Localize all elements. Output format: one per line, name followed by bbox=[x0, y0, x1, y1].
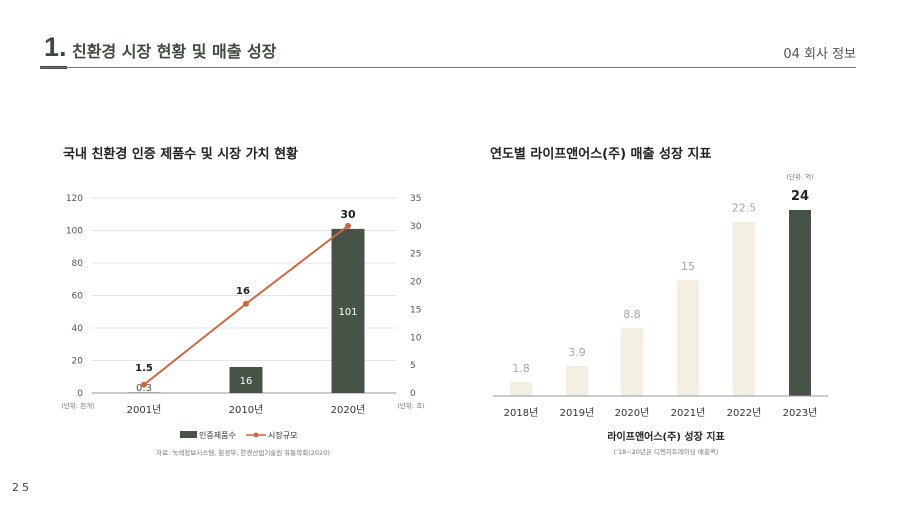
chart2-bar-label: 24 bbox=[791, 189, 809, 204]
chart2-bar bbox=[789, 210, 811, 396]
chart2-unit: (단위: 억) bbox=[786, 172, 813, 181]
chart1-legend-line-marker bbox=[253, 432, 259, 438]
chart2-bar-label: 15 bbox=[681, 260, 695, 273]
chart2-bar-label: 8.8 bbox=[623, 308, 641, 321]
chart2-bar-label: 1.8 bbox=[512, 362, 530, 375]
chart2-x-tick: 2019년 bbox=[560, 407, 595, 419]
chart1-bar bbox=[229, 367, 263, 393]
chart1-legend-bar-label: 인증제품수 bbox=[199, 430, 236, 440]
chart1-right-tick: 25 bbox=[410, 250, 421, 260]
chart1-left-unit: (단위: 천개) bbox=[61, 401, 94, 410]
chart2-x-tick: 2018년 bbox=[504, 407, 539, 419]
chart2-x-tick: 2020년 bbox=[615, 407, 650, 419]
page-title: 친환경 시장 현황 및 매출 성장 bbox=[72, 42, 277, 61]
chart1-left-tick: 60 bbox=[72, 292, 84, 302]
chart2-bar-label: 22.5 bbox=[732, 202, 757, 215]
chart1-line-label: 1.5 bbox=[135, 363, 153, 374]
chart2-x-tick: 2021년 bbox=[671, 407, 706, 419]
page-number: 25 bbox=[12, 481, 32, 494]
chart1-left-tick: 80 bbox=[72, 259, 84, 269]
chart1-x-tick: 2010년 bbox=[229, 404, 264, 416]
chart2-bar bbox=[733, 221, 755, 396]
chart1-right-tick: 0 bbox=[410, 389, 416, 399]
chart1-line-label: 30 bbox=[340, 208, 356, 221]
chart1-line-point bbox=[141, 381, 147, 388]
chart1-line-point bbox=[243, 300, 249, 307]
chart1-x-tick: 2020년 bbox=[331, 404, 366, 416]
chart1-right-tick: 10 bbox=[410, 333, 422, 343]
chart1-legend-bar-swatch bbox=[180, 431, 197, 438]
chart2-x-tick: 2023년 bbox=[783, 407, 818, 419]
chart1-left-tick: 0 bbox=[77, 389, 83, 399]
chart1-title: 국내 친환경 인증 제품수 및 시장 가치 현황 bbox=[63, 146, 298, 162]
chart2-bar bbox=[510, 382, 532, 396]
chart2-bar bbox=[566, 365, 588, 396]
chart2-xlabel: 라이프앤어스(주) 성장 지표 bbox=[607, 430, 724, 443]
chart1-right-tick: 20 bbox=[410, 278, 422, 288]
chart1-bar-label: 101 bbox=[338, 307, 357, 318]
header-divider bbox=[40, 67, 856, 68]
chart1-bar-label: 16 bbox=[240, 376, 253, 387]
chart1-bar-label: 0.3 bbox=[136, 383, 152, 394]
chart1-right-unit: (단위: 조) bbox=[397, 401, 424, 410]
section-label: 04 회사 정보 bbox=[783, 47, 856, 62]
chart2-note: ('18~20년은 디엔지트레이딩 매출액) bbox=[614, 447, 719, 456]
chart2-x-tick: 2022년 bbox=[727, 407, 762, 419]
chart1-right-tick: 15 bbox=[410, 305, 421, 315]
chart2-title: 연도별 라이프앤어스(주) 매출 성장 지표 bbox=[490, 146, 711, 162]
chart1-x-tick: 2001년 bbox=[127, 404, 162, 416]
chart1-left-tick: 120 bbox=[66, 194, 83, 204]
chart1-right-tick: 35 bbox=[410, 194, 421, 204]
chart2-bar bbox=[621, 327, 643, 396]
section-number: 1. bbox=[44, 32, 67, 62]
chart2-bar bbox=[677, 279, 699, 396]
chart1-left-tick: 100 bbox=[66, 227, 83, 237]
chart2-bar-label: 3.9 bbox=[568, 346, 586, 359]
chart1-line-label: 16 bbox=[236, 286, 250, 297]
chart1-source: 자료: 녹색정보시스템, 환경부, 한경산업기술원 유통학회(2020) bbox=[156, 448, 330, 457]
chart1-legend-line-label: 시장규모 bbox=[268, 430, 297, 440]
chart1-bar bbox=[331, 228, 365, 393]
chart1-right-tick: 5 bbox=[410, 361, 416, 371]
chart1-left-tick: 40 bbox=[72, 324, 84, 334]
chart1-left-tick: 20 bbox=[72, 357, 84, 367]
chart1-right-tick: 30 bbox=[410, 222, 422, 232]
chart1-line-point bbox=[345, 222, 351, 229]
